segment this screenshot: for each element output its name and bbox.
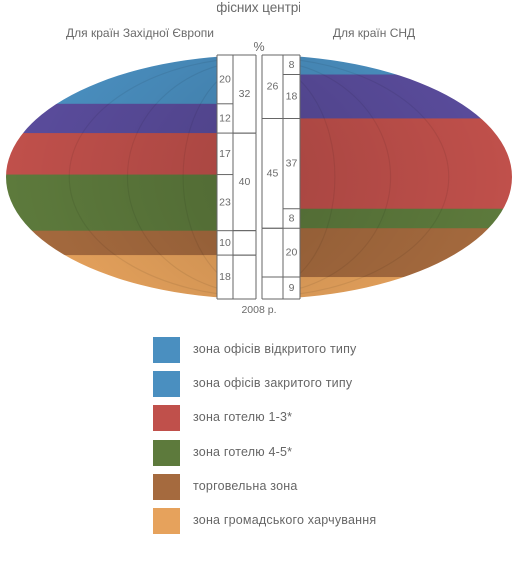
legend-item-3: зона готелю 1-3*	[153, 405, 473, 432]
legend-item-1: зона офісів відкритого типу	[153, 337, 473, 363]
legend-label: торговельна зона	[193, 478, 298, 493]
value-label-right-1: 8	[289, 59, 295, 71]
legend-swatch	[153, 405, 180, 432]
value-label-right-2: 18	[286, 90, 298, 102]
group-label-right-1: 45	[267, 167, 279, 179]
cis-half	[0, 0, 518, 330]
value-label-right-5: 20	[286, 247, 298, 259]
contour-arc	[300, 65, 392, 289]
legend-item-4: зона готелю 4-5*	[153, 439, 473, 466]
contour-arc	[300, 79, 336, 275]
legend-swatch	[153, 473, 180, 500]
legend-label: зона офісів відкритого типу	[193, 342, 357, 356]
right-half-label: Для країн СНД	[333, 26, 415, 40]
scale-brackets: 20 12 17 23 10 18 32 40 8 18 37 8 20 9 26 45	[216, 54, 301, 300]
legend-swatch	[153, 337, 180, 363]
value-label-right-3: 37	[286, 158, 298, 170]
value-label-left-3: 17	[219, 148, 231, 160]
legend-item-5: торговельна зона	[153, 473, 473, 500]
value-label-right-6: 9	[289, 282, 295, 294]
legend-label: зона громадського харчування	[193, 513, 377, 527]
legend-item-6: зона громадського харчування	[153, 508, 473, 534]
legend-swatch	[153, 371, 180, 398]
value-label-left-4: 23	[219, 197, 231, 209]
value-label-left-6: 18	[219, 271, 231, 283]
legend-label: зона офісів закритого типу	[193, 376, 353, 391]
contour-arc	[182, 80, 217, 274]
value-label-left-2: 12	[219, 112, 231, 124]
legend-label: зона готелю 4-5*	[193, 444, 293, 459]
left-half-label: Для країн Західної Європи	[66, 26, 214, 40]
group-label-right-0: 26	[267, 81, 279, 93]
value-label-left-1: 20	[219, 73, 231, 85]
group-label-left-1: 40	[239, 176, 251, 188]
legend-item-2: зона офісів закритого типу	[153, 371, 473, 398]
chart-figure: 20 12 17 23 10 18 32 40 8 18 37 8 20 9 26 45 Для країн …	[0, 0, 518, 330]
legend-swatch	[153, 439, 180, 466]
ellipse-mask	[0, 0, 518, 330]
year-label: 2008 р.	[241, 304, 276, 316]
value-label-left-5: 10	[219, 237, 231, 249]
contour-arc	[300, 59, 450, 295]
western-europe-half	[0, 0, 518, 330]
contour-arc	[126, 65, 217, 289]
percent-unit-label: %	[253, 40, 264, 54]
legend-label: зона готелю 1-3*	[193, 410, 293, 425]
band-shading	[300, 56, 512, 298]
legend-swatch	[153, 508, 180, 534]
group-label-left-0: 32	[239, 88, 251, 100]
band-shading	[6, 56, 217, 298]
value-label-right-4: 8	[289, 212, 295, 224]
contour-arc	[68, 59, 217, 295]
ellipse-mask	[0, 0, 518, 330]
